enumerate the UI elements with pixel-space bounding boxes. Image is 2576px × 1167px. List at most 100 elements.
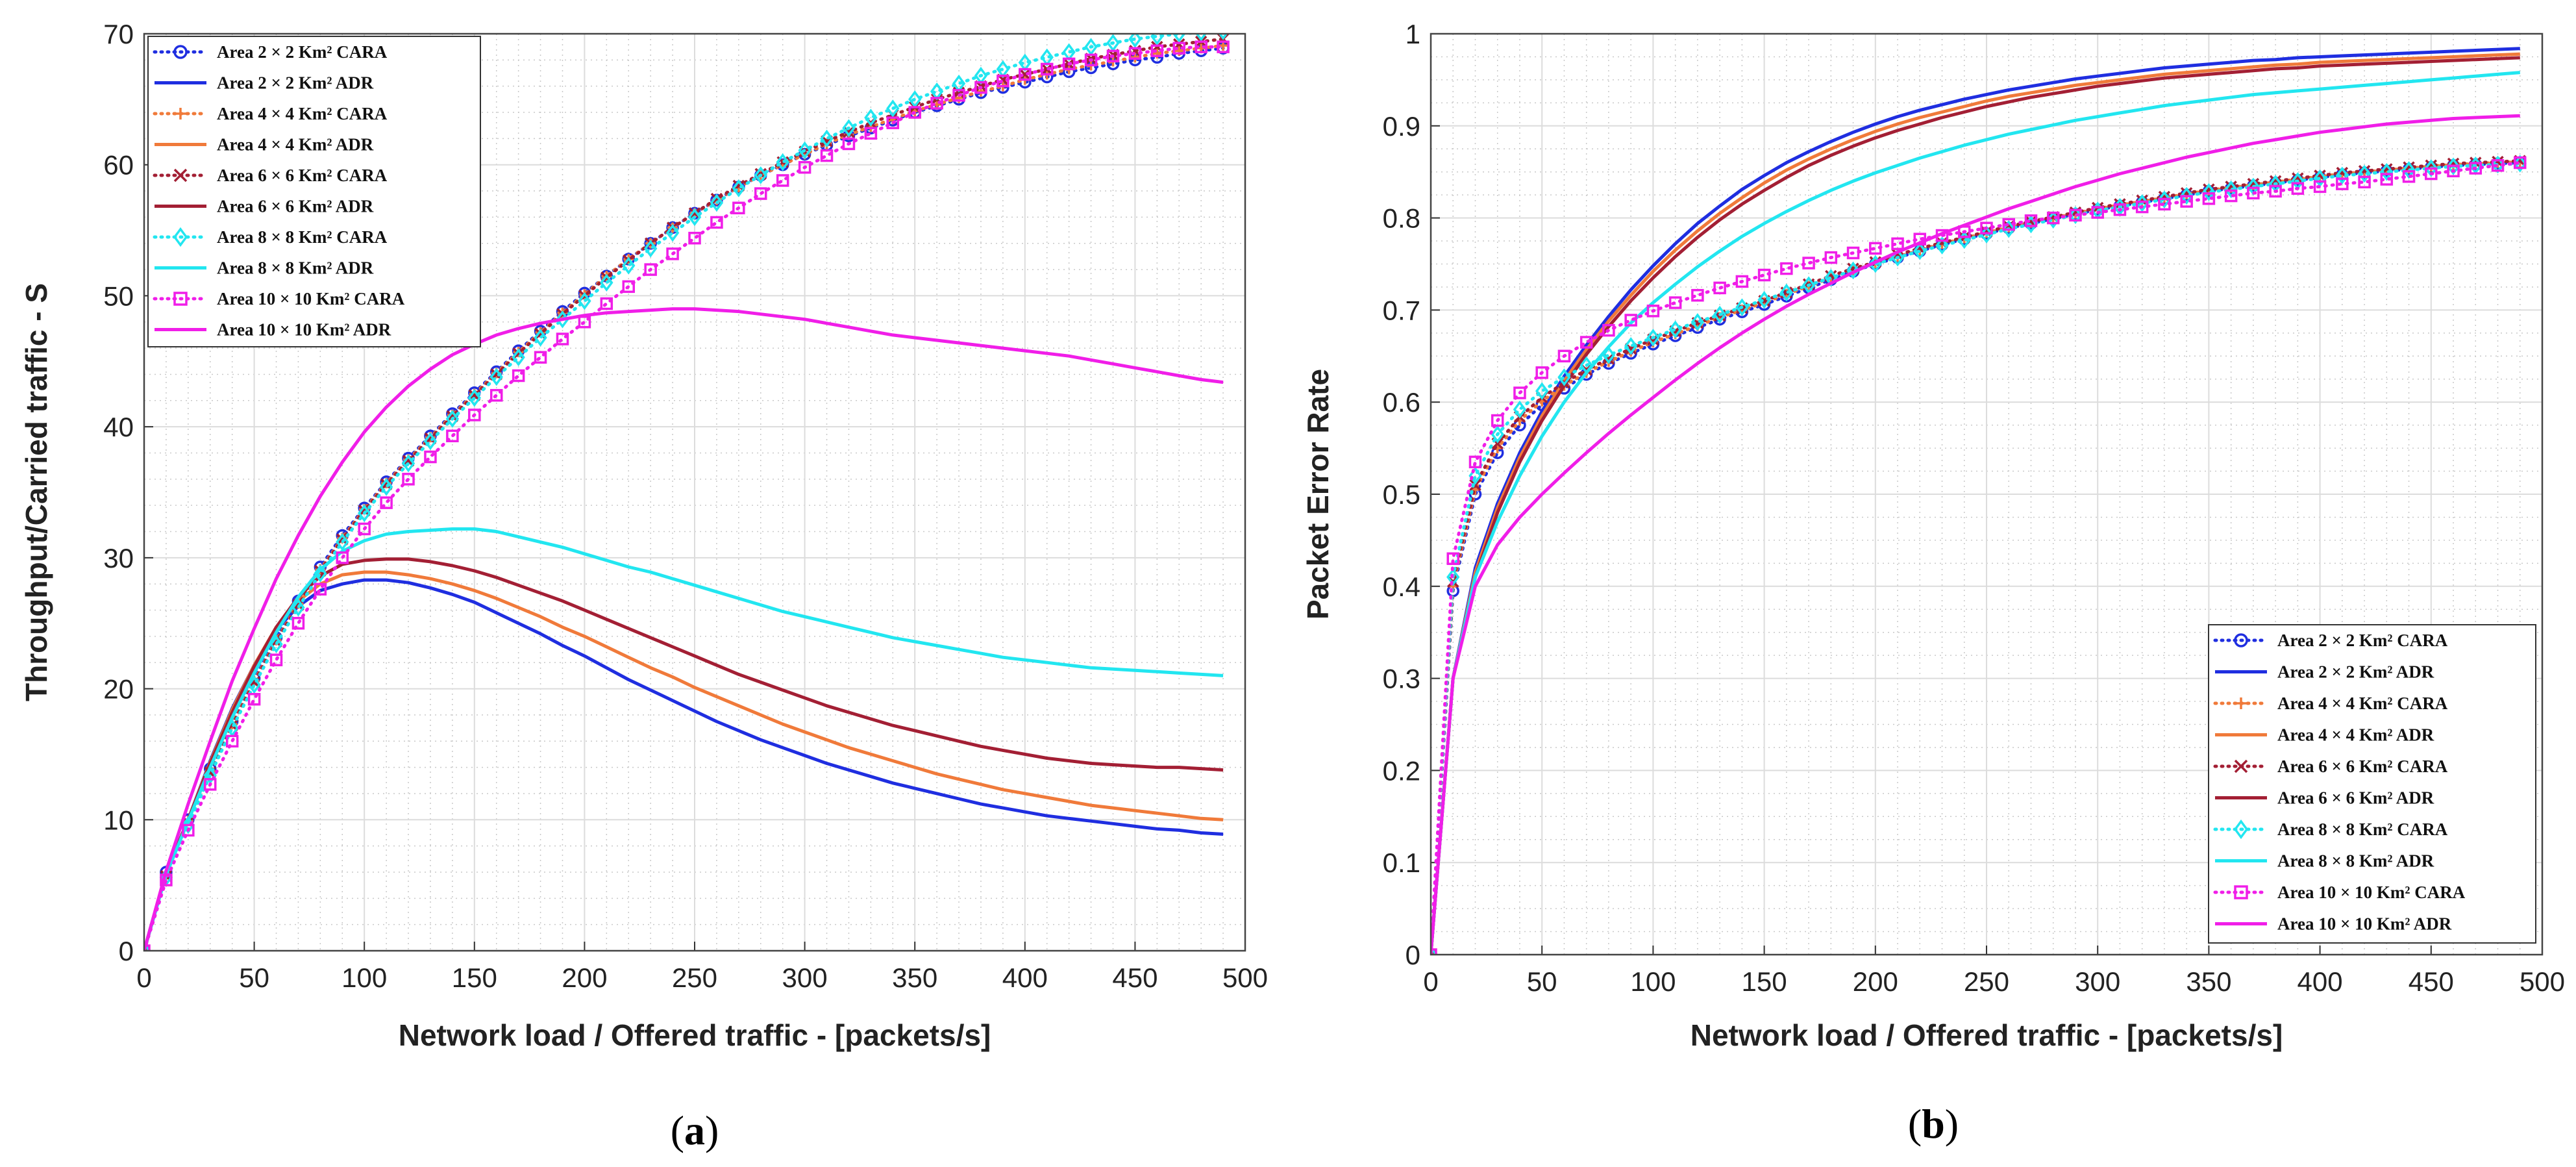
chart-b-legend-item: Area 2 × 2 Km² CARA (2213, 631, 2448, 650)
chart-b-legend-marker (2234, 633, 2248, 647)
chart-b-xtick-label: 250 (1964, 966, 2009, 997)
chart-b-data-point (1668, 320, 1682, 338)
chart-a-ylabel: Throughput/Carried traffic - S (19, 283, 53, 701)
chart-b-data-point (2046, 211, 2060, 225)
chart-b-legend-label: Area 6 × 6 Km² CARA (2277, 757, 2448, 776)
chart-a-data-point (467, 389, 481, 407)
chart-b-data-point (1491, 425, 1504, 444)
chart-b-data-point (1602, 323, 1615, 337)
chart-b-xtick-label: 400 (2297, 966, 2343, 997)
chart-b-series-line (1431, 71, 2521, 955)
chart-a-legend-marker (173, 168, 188, 182)
chart-b-ytick-label: 0.3 (1383, 664, 1420, 694)
chart-b-data-point (1469, 479, 1481, 492)
chart-b-legend-marker (2233, 819, 2249, 840)
chart-b-data-point (2269, 184, 2282, 198)
chart-a-xtick-label: 250 (672, 962, 717, 993)
chart-a-data-point (424, 450, 437, 464)
chart-a-legend-label: Area 4 × 4 Km² CARA (217, 104, 388, 123)
chart-b-data-point (1690, 313, 1705, 331)
chart-b-data-point (1891, 237, 1904, 251)
chart-b-data-point (2002, 220, 2016, 238)
chart-a-legend-label: Area 10 × 10 Km² ADR (217, 320, 391, 340)
chart-a-legend-marker (175, 108, 186, 119)
chart-a-data-point (886, 99, 900, 118)
chart-b-ytick-label: 0.9 (1383, 111, 1420, 142)
chart-b-data-point (1757, 268, 1771, 282)
chart-b-legend-item: Area 10 × 10 Km² ADR (2215, 914, 2452, 934)
chart-b-data-point (1824, 251, 1838, 264)
chart-b-data-point (2380, 173, 2394, 186)
chart-a-ytick-label: 30 (103, 543, 134, 573)
chart-a-data-point (1172, 34, 1186, 43)
chart-b-data-point (1935, 236, 1949, 255)
chart-a-series-line (144, 578, 1224, 951)
chart-b-data-point (2002, 218, 2015, 231)
chart-a-data-point (842, 137, 856, 151)
chart-b-data-point (1491, 414, 1504, 427)
chart-b-data-point (1980, 221, 1993, 234)
chart-b-data-point (2357, 164, 2372, 183)
chart-a-data-point (864, 127, 878, 140)
chart-b-data-point (1735, 275, 1749, 288)
chart-b-ytick-label: 0.1 (1383, 847, 1420, 878)
chart-a-data-point (556, 333, 569, 345)
chart-b-data-point (2469, 162, 2483, 175)
chart-a-data-point (1019, 68, 1032, 81)
chart-b-legend-item: Area 8 × 8 Km² CARA (2213, 819, 2448, 840)
chart-b-xtick-label: 200 (1853, 966, 1898, 997)
chart-a-data-point (423, 432, 438, 451)
chart-a-legend-marker (173, 292, 188, 306)
chart-b-data-point (1668, 296, 1682, 309)
chart-a-legend-label: Area 8 × 8 Km² ADR (217, 258, 374, 278)
chart-b-data-point (1802, 257, 1815, 270)
chart-a-legend-item: Area 4 × 4 Km² CARA (153, 104, 388, 123)
chart-a-data-point (886, 116, 900, 129)
chart-a-legend-label: Area 4 × 4 Km² ADR (217, 135, 374, 155)
chart-b-legend-label: Area 6 × 6 Km² ADR (2277, 788, 2434, 808)
chart-b-xlabel: Network load / Offered traffic - [packet… (1690, 1018, 2283, 1052)
chart-a-series-line (144, 570, 1224, 951)
chart-a-series-9 (144, 307, 1224, 951)
chart-a-data-point (358, 504, 371, 523)
chart-a-data-point (688, 231, 701, 245)
chart-a-ytick-label: 70 (103, 19, 134, 49)
chart-a-data-point (1062, 57, 1076, 71)
chart-a-data-point (643, 240, 658, 258)
chart-a-xtick-label: 0 (136, 962, 151, 993)
chart-a-data-point (380, 496, 393, 509)
chart-b-series-group (1431, 47, 2527, 955)
chart-b-xtick-label: 300 (2075, 966, 2120, 997)
chart-a-data-point (622, 257, 636, 275)
chart-a-data-point (600, 273, 613, 292)
chart-a-data-point (578, 292, 591, 310)
chart-b-legend-marker (2234, 885, 2248, 899)
chart-a-data-point (534, 351, 547, 364)
chart-b-data-point (1557, 349, 1571, 363)
chart-b-data-point (1468, 466, 1482, 485)
chart-b-data-point (1691, 288, 1704, 302)
chart-a-xtick-label: 150 (452, 962, 497, 993)
chart-b-data-point (2247, 186, 2260, 200)
chart-b-data-point (1446, 552, 1459, 566)
chart-a-xtick-label: 450 (1112, 962, 1158, 993)
chart-b-data-point (2179, 186, 2194, 205)
chart-a-data-point (247, 692, 261, 706)
chart-a-data-point (754, 166, 767, 184)
chart-a-xtick-label: 350 (892, 962, 937, 993)
chart-a-data-point (820, 149, 834, 162)
chart-a-data-point (864, 108, 878, 127)
chart-a-data-point (489, 368, 503, 386)
chart-a-legend-box (147, 36, 481, 347)
chart-a-data-point (952, 89, 965, 102)
chart-a-xlabel: Network load / Offered traffic - [packet… (399, 1018, 991, 1052)
chart-a-data-point (336, 533, 349, 551)
chart-a-legend-label: Area 6 × 6 Km² CARA (217, 166, 388, 185)
chart-a-xtick-label: 50 (239, 962, 269, 993)
chart-a-legend-label: Area 8 × 8 Km² CARA (217, 227, 388, 247)
chart-b-xtick-label: 450 (2409, 966, 2454, 997)
chart-b-legend-item: Area 10 × 10 Km² CARA (2213, 883, 2466, 902)
chart-a-data-point (556, 310, 569, 329)
chart-b-data-point (2447, 164, 2460, 178)
chart-a-data-point (820, 129, 834, 148)
